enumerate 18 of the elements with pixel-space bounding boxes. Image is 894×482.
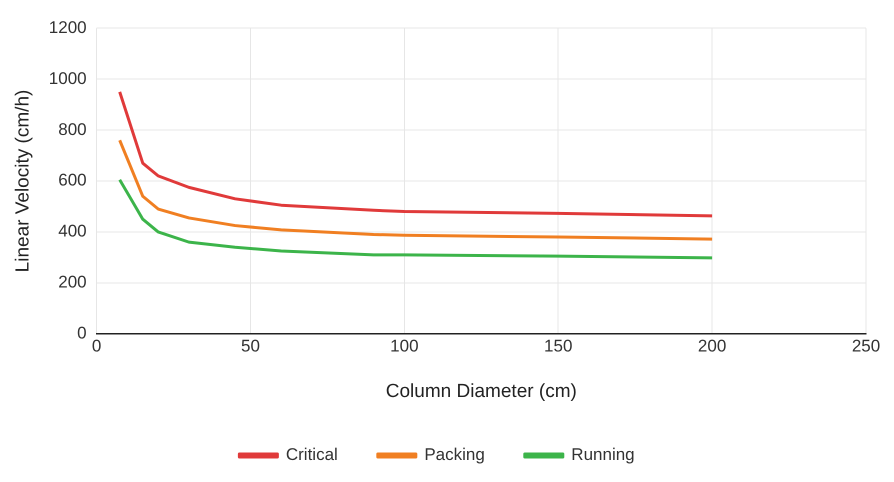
x-tick-label: 250 [852,336,880,356]
y-tick-label: 200 [58,272,87,292]
x-tick-label: 50 [241,336,260,356]
x-tick-label: 100 [390,336,419,356]
legend-label: Packing [424,445,485,464]
x-tick-label: 150 [544,336,572,356]
y-tick-label: 1000 [48,68,87,88]
legend-label: Running [571,445,635,464]
y-tick-label: 1200 [48,18,87,37]
y-tick-label: 600 [58,170,87,190]
legend-label: Critical [286,445,338,464]
x-tick-label: 0 [92,336,102,356]
x-tick-label: 200 [698,336,726,356]
y-tick-label: 0 [77,323,87,342]
y-tick-label: 400 [58,222,87,241]
y-tick-label: 800 [58,120,87,139]
x-axis-title: Column Diameter (cm) [386,380,577,402]
y-axis-title: Linear Velocity (cm/h) [12,90,34,272]
